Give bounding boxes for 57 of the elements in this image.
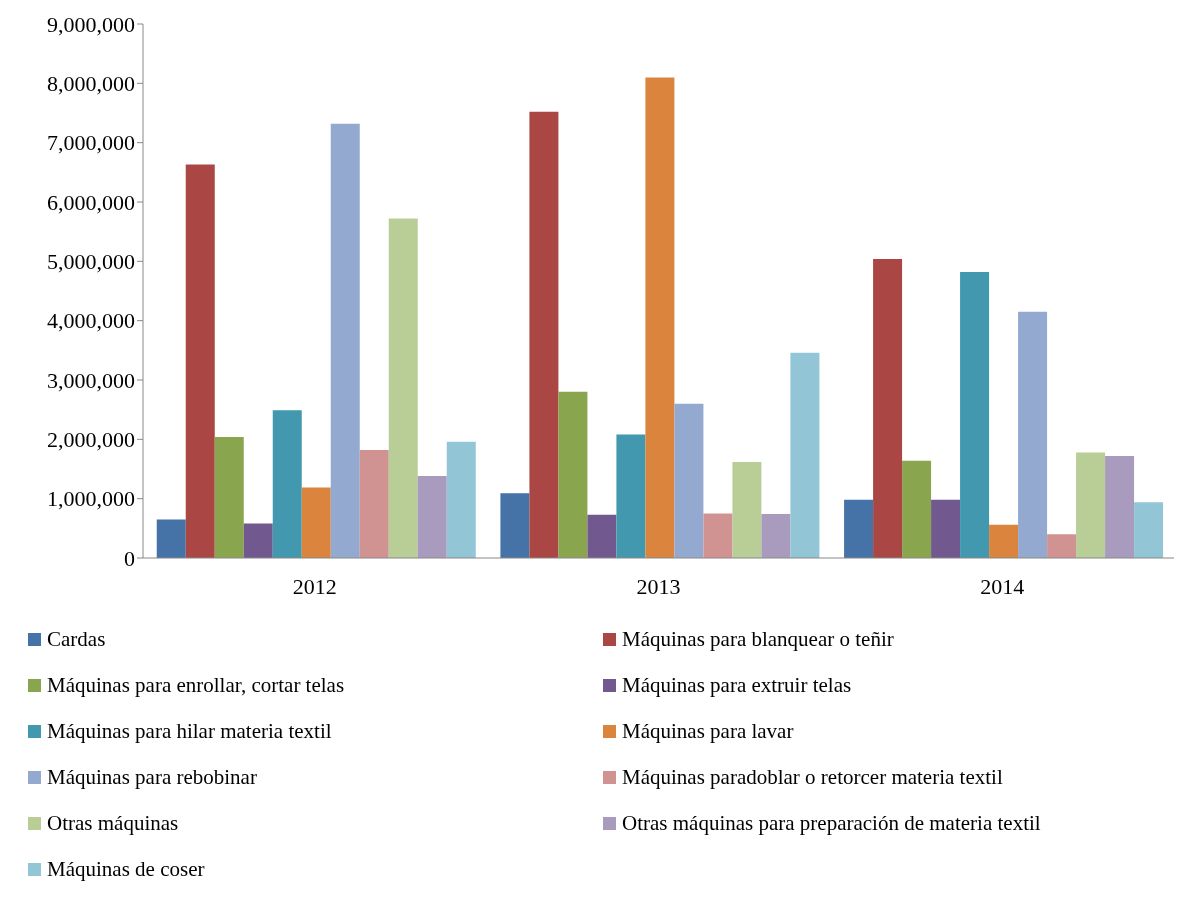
bar (417, 476, 447, 558)
legend-label: Máquinas paradoblar o retorcer materia textil (622, 764, 1003, 790)
y-tick-label: 1,000,000 (47, 486, 135, 512)
legend-label: Otras máquinas para preparación de materia textil (622, 810, 1041, 836)
y-tick-label: 3,000,000 (47, 367, 135, 393)
bar (272, 410, 302, 558)
y-tick-label: 0 (124, 545, 135, 571)
y-tick-label: 2,000,000 (47, 427, 135, 453)
legend-label: Máquinas para lavar (622, 718, 794, 744)
bar (388, 218, 418, 558)
bar (873, 258, 903, 558)
bar (243, 523, 273, 558)
x-tick-label: 2013 (636, 573, 681, 599)
y-tick-label: 9,000,000 (47, 11, 135, 37)
y-tick-label: 7,000,000 (47, 130, 135, 156)
bar (989, 524, 1019, 558)
bar (790, 352, 820, 558)
bar (529, 111, 559, 558)
y-tick-label: 8,000,000 (47, 71, 135, 97)
bar (500, 493, 530, 558)
bar (214, 436, 244, 558)
y-tick-label: 4,000,000 (47, 308, 135, 334)
bar (446, 441, 476, 558)
bar (330, 123, 360, 558)
bar (645, 77, 675, 558)
legend-label: Máquinas de coser (47, 856, 205, 882)
bar (1134, 502, 1164, 558)
bar (301, 487, 331, 558)
bar (1047, 534, 1077, 558)
legend-label: Máquinas para enrollar, cortar telas (47, 672, 345, 698)
bar (902, 460, 932, 558)
bar (587, 514, 617, 558)
legend-label: Cardas (47, 626, 106, 652)
x-tick-label: 2012 (292, 573, 337, 599)
bar (674, 403, 704, 558)
y-tick-label: 5,000,000 (47, 249, 135, 275)
legend-label: Otras máquinas (47, 810, 179, 836)
legend-label: Máquinas para rebobinar (47, 764, 257, 790)
legend-label: Máquinas para hilar materia textil (47, 718, 332, 744)
bar (156, 519, 186, 558)
bar (558, 391, 588, 558)
bar (185, 164, 215, 558)
bar (844, 499, 874, 558)
bar (616, 434, 646, 558)
x-tick-label: 2014 (980, 573, 1025, 599)
legend-label: Máquinas para extruir telas (622, 672, 852, 698)
bar (1018, 311, 1048, 558)
bar (931, 499, 961, 558)
bar (359, 450, 389, 558)
bar (1105, 455, 1135, 558)
legend-label: Máquinas para blanquear o teñir (622, 626, 894, 652)
bar (703, 513, 733, 558)
bar (960, 272, 990, 558)
bar (1076, 452, 1106, 558)
bar (761, 514, 791, 558)
bar (732, 461, 762, 558)
y-tick-label: 6,000,000 (47, 189, 135, 215)
